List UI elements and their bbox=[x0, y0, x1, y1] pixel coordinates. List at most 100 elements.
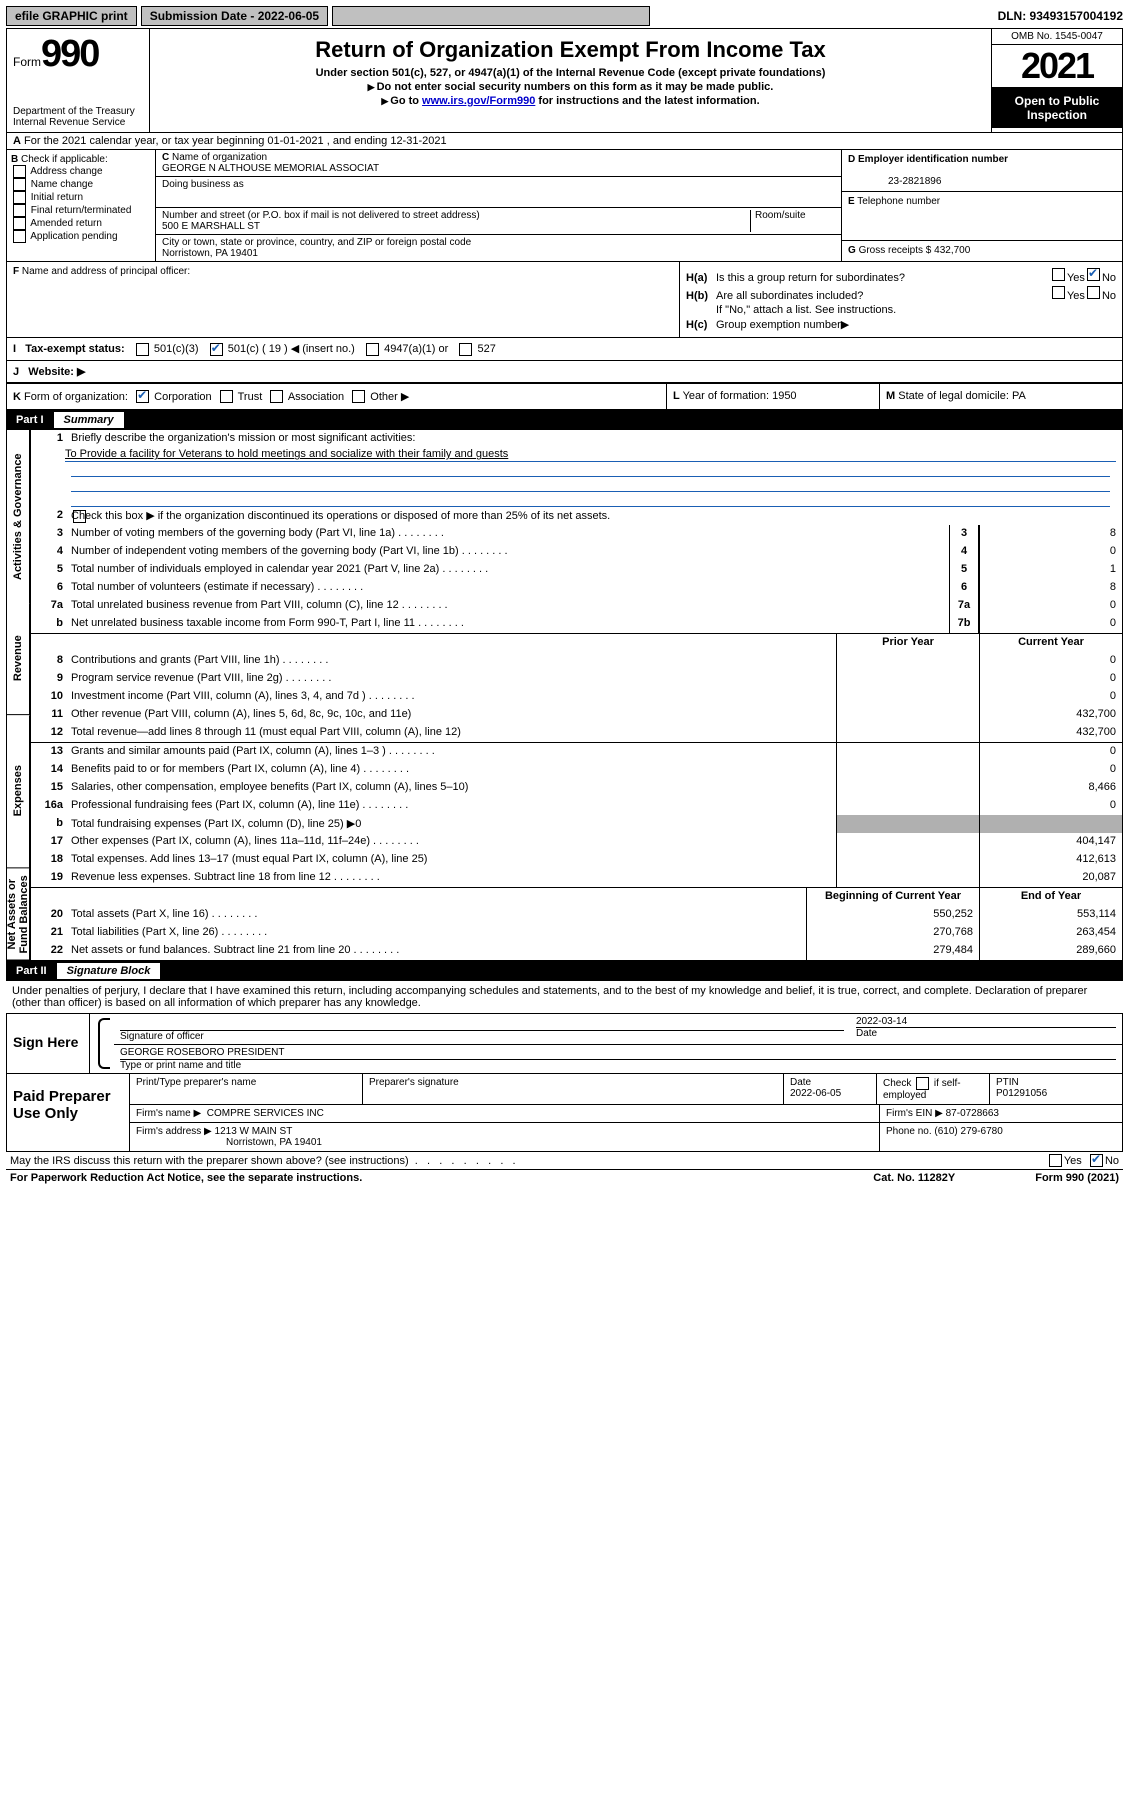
firm-ein: 87-0728663 bbox=[946, 1108, 999, 1119]
cb-other[interactable] bbox=[352, 390, 365, 403]
cb-name-change[interactable] bbox=[13, 178, 26, 191]
cb-501c3[interactable] bbox=[136, 343, 149, 356]
line7a-label: Total unrelated business revenue from Pa… bbox=[67, 597, 949, 615]
ptin-label: PTIN bbox=[996, 1077, 1019, 1088]
group-expenses: 13Grants and similar amounts paid (Part … bbox=[31, 743, 1122, 888]
line2-label: Check this box ▶ if the organization dis… bbox=[71, 510, 610, 522]
cb-ha-no[interactable] bbox=[1087, 268, 1100, 281]
part1-num: Part I bbox=[6, 412, 54, 428]
line9-label: Program service revenue (Part VIII, line… bbox=[67, 670, 836, 688]
vtab-net: Net Assets or Fund Balances bbox=[7, 869, 30, 961]
k-assoc: Association bbox=[288, 391, 344, 403]
col-b: B Check if applicable: Address change Na… bbox=[7, 150, 156, 261]
firm-addr-label: Firm's address ▶ bbox=[136, 1126, 212, 1137]
line4-val: 0 bbox=[979, 543, 1122, 561]
sig-name-label: Type or print name and title bbox=[120, 1060, 241, 1071]
form990-link[interactable]: www.irs.gov/Form990 bbox=[422, 95, 535, 107]
l-value: 1950 bbox=[772, 390, 796, 402]
col-h: H(a) Is this a group return for subordin… bbox=[680, 262, 1122, 337]
group-governance: 1Briefly describe the organization's mis… bbox=[31, 430, 1122, 634]
col-prior: Prior Year bbox=[836, 634, 979, 652]
cb-line2[interactable] bbox=[73, 510, 86, 523]
cb-discuss-no[interactable] bbox=[1090, 1154, 1103, 1167]
k-label: Form of organization: bbox=[24, 391, 128, 403]
vtab-governance: Activities & Governance bbox=[7, 430, 30, 603]
line13-cur: 0 bbox=[979, 743, 1122, 761]
line19-label: Revenue less expenses. Subtract line 18 … bbox=[67, 869, 836, 887]
line12-cur: 432,700 bbox=[979, 724, 1122, 742]
line22-beg: 279,484 bbox=[806, 942, 979, 960]
k-corp: Corporation bbox=[154, 391, 211, 403]
line21-beg: 270,768 bbox=[806, 924, 979, 942]
form-title: Return of Organization Exempt From Incom… bbox=[158, 37, 983, 63]
city-label: City or town, state or province, country… bbox=[162, 237, 471, 248]
l-label: Year of formation: bbox=[683, 390, 769, 402]
discuss-yes: Yes bbox=[1064, 1155, 1082, 1167]
efile-button[interactable]: efile GRAPHIC print bbox=[6, 6, 137, 26]
dba-label: Doing business as bbox=[162, 179, 244, 190]
firm-ein-label: Firm's EIN ▶ bbox=[886, 1108, 943, 1119]
line6-label: Total number of volunteers (estimate if … bbox=[67, 579, 949, 597]
vtab-expenses: Expenses bbox=[7, 715, 30, 868]
line7b-label: Net unrelated business taxable income fr… bbox=[67, 615, 949, 633]
col-begin: Beginning of Current Year bbox=[806, 888, 979, 906]
brace-icon bbox=[98, 1018, 110, 1069]
row-klm: K Form of organization: Corporation Trus… bbox=[7, 384, 1122, 410]
ha-yes: Yes bbox=[1067, 272, 1085, 284]
line20-end: 553,114 bbox=[979, 906, 1122, 924]
pra-text: For Paperwork Reduction Act Notice, see … bbox=[10, 1172, 362, 1184]
line12-label: Total revenue—add lines 8 through 11 (mu… bbox=[67, 724, 836, 742]
firm-name-label: Firm's name ▶ bbox=[136, 1108, 201, 1119]
cb-501c[interactable] bbox=[210, 343, 223, 356]
cb-address-change[interactable] bbox=[13, 165, 26, 178]
prep-date-label: Date bbox=[790, 1077, 811, 1088]
cb-trust[interactable] bbox=[220, 390, 233, 403]
cb-ha-yes[interactable] bbox=[1052, 268, 1065, 281]
cb-hb-yes[interactable] bbox=[1052, 286, 1065, 299]
cb-initial-return[interactable] bbox=[13, 191, 26, 204]
cb-assoc[interactable] bbox=[270, 390, 283, 403]
b-opt-0: Address change bbox=[30, 166, 102, 177]
phone-label: Telephone number bbox=[857, 196, 940, 207]
room-label: Room/suite bbox=[755, 210, 806, 221]
form-note-1: Do not enter social security numbers on … bbox=[158, 81, 983, 93]
section-a-text: For the 2021 calendar year, or tax year … bbox=[24, 135, 447, 147]
cb-app-pending[interactable] bbox=[13, 230, 26, 243]
line15-label: Salaries, other compensation, employee b… bbox=[67, 779, 836, 797]
ein-label: Employer identification number bbox=[858, 154, 1008, 165]
cb-4947[interactable] bbox=[366, 343, 379, 356]
i-o3: 4947(a)(1) or bbox=[384, 343, 448, 355]
gross-label: Gross receipts $ bbox=[859, 245, 932, 256]
discuss-row: May the IRS discuss this return with the… bbox=[6, 1152, 1123, 1169]
line18-label: Total expenses. Add lines 13–17 (must eq… bbox=[67, 851, 836, 869]
cb-discuss-yes[interactable] bbox=[1049, 1154, 1062, 1167]
cb-hb-no[interactable] bbox=[1087, 286, 1100, 299]
i-o4: 527 bbox=[478, 343, 496, 355]
line5-label: Total number of individuals employed in … bbox=[67, 561, 949, 579]
cb-amended[interactable] bbox=[13, 217, 26, 230]
note2-pre: Go to bbox=[390, 95, 422, 107]
line10-label: Investment income (Part VIII, column (A)… bbox=[67, 688, 836, 706]
row-i: I Tax-exempt status: 501(c)(3) 501(c) ( … bbox=[7, 338, 1122, 361]
header-middle: Return of Organization Exempt From Incom… bbox=[150, 29, 991, 132]
submission-date-button[interactable]: Submission Date - 2022-06-05 bbox=[141, 6, 328, 26]
cb-self-employed[interactable] bbox=[916, 1077, 929, 1090]
cb-corp[interactable] bbox=[136, 390, 149, 403]
preparer-block: Paid Preparer Use Only Print/Type prepar… bbox=[6, 1074, 1123, 1152]
sig-date-label: Date bbox=[856, 1028, 877, 1039]
line3-label: Number of voting members of the governin… bbox=[67, 525, 949, 543]
form-subtitle: Under section 501(c), 527, or 4947(a)(1)… bbox=[158, 67, 983, 79]
tax-year: 2021 bbox=[992, 45, 1122, 88]
form-header: Form990 Department of the Treasury Inter… bbox=[7, 29, 1122, 133]
cb-final-return[interactable] bbox=[13, 204, 26, 217]
line16b-val: 0 bbox=[355, 818, 361, 830]
line20-beg: 550,252 bbox=[806, 906, 979, 924]
cb-527[interactable] bbox=[459, 343, 472, 356]
f-label: Name and address of principal officer: bbox=[22, 266, 190, 277]
line7b-val: 0 bbox=[979, 615, 1122, 633]
part2-title: Signature Block bbox=[57, 963, 161, 979]
preparer-title: Paid Preparer Use Only bbox=[7, 1074, 130, 1151]
line17-cur: 404,147 bbox=[979, 833, 1122, 851]
k-trust: Trust bbox=[238, 391, 263, 403]
k-other: Other bbox=[370, 391, 398, 403]
